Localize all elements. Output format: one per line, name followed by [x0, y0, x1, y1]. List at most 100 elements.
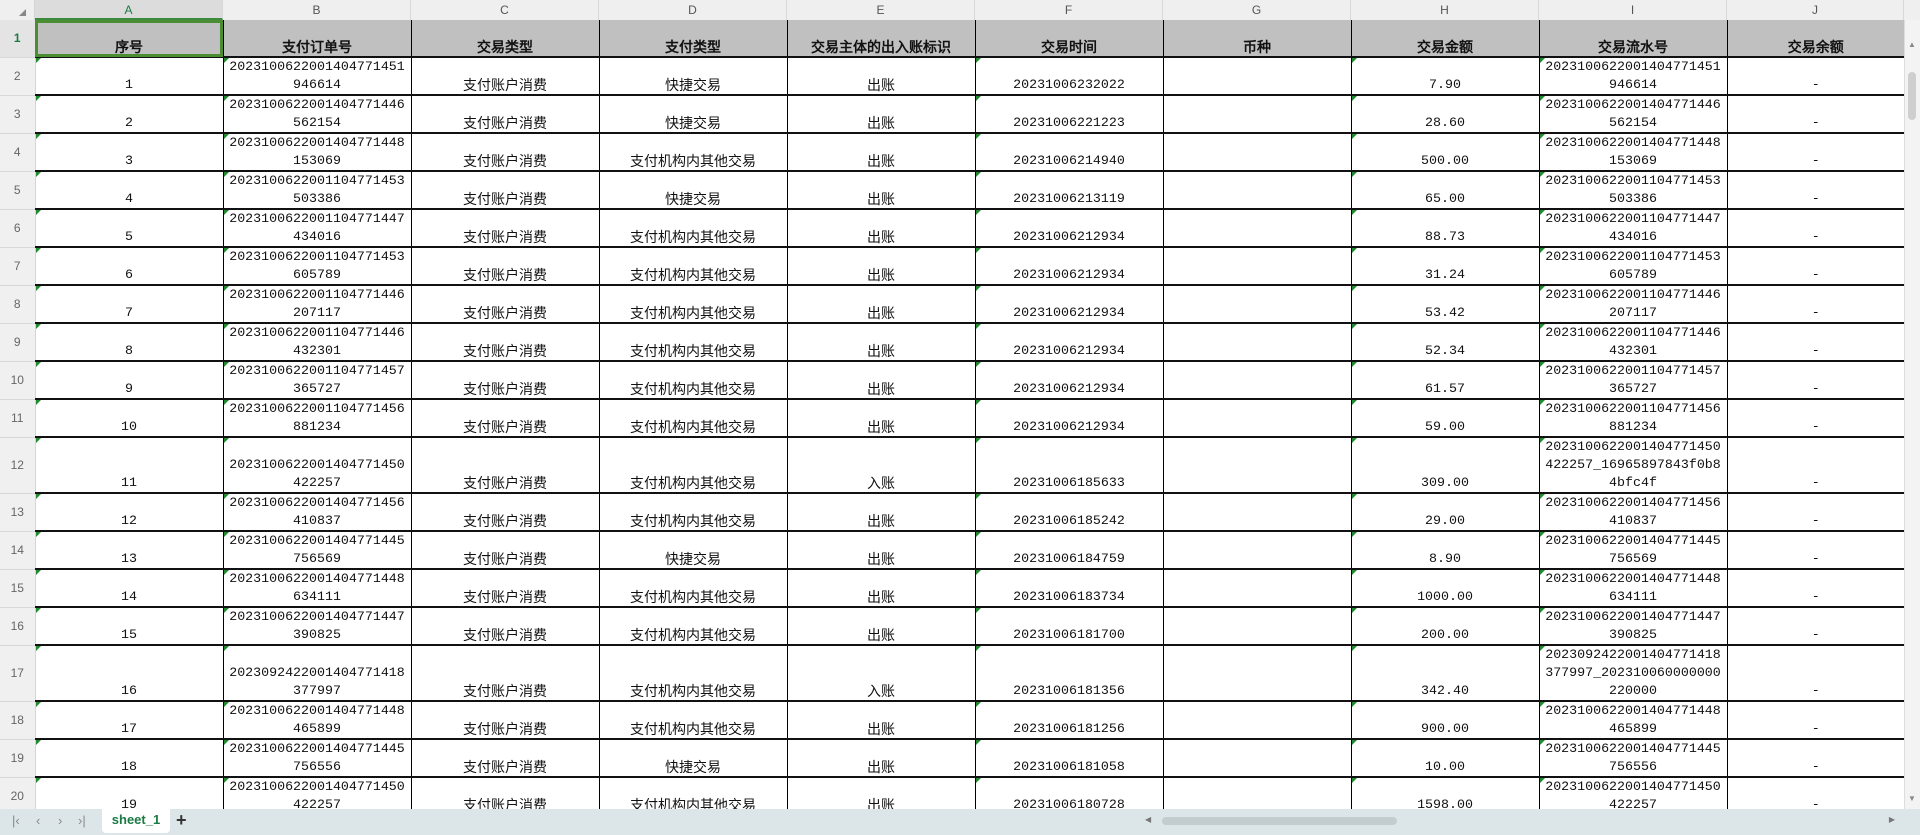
cell-order-no[interactable]: 2023100622001404771450422257	[223, 437, 412, 494]
cell-currency[interactable]	[1163, 437, 1352, 494]
cell-serial-no[interactable]: 2023100622001404771450422257	[1539, 777, 1728, 809]
cell-trade-time[interactable]: 20231006212934	[975, 285, 1164, 324]
cell-pay-type[interactable]: 快捷交易	[599, 95, 788, 134]
cell-currency[interactable]	[1163, 645, 1352, 702]
cell-balance[interactable]: -	[1727, 133, 1904, 172]
add-sheet-button[interactable]: +	[176, 810, 187, 830]
row-number[interactable]: 16	[0, 607, 36, 646]
row-number[interactable]: 15	[0, 569, 36, 608]
cell-amount[interactable]: 1598.00	[1351, 777, 1540, 809]
cell-trade-type[interactable]: 支付账户消费	[411, 701, 600, 740]
cell-trade-type[interactable]: 支付账户消费	[411, 171, 600, 210]
vertical-scroll-thumb[interactable]	[1908, 72, 1916, 120]
row-number[interactable]: 7	[0, 247, 36, 286]
cell-pay-type[interactable]: 支付机构内其他交易	[599, 437, 788, 494]
cell-currency[interactable]	[1163, 701, 1352, 740]
cell-order-no[interactable]: 2023100622001404771448634111	[223, 569, 412, 608]
cell-balance[interactable]: -	[1727, 399, 1904, 438]
cell-seq[interactable]: 10	[35, 399, 224, 438]
column-header-e[interactable]: E	[787, 0, 975, 20]
cell-in-out-flag[interactable]: 出账	[787, 569, 976, 608]
cell-trade-time[interactable]: 20231006181256	[975, 701, 1164, 740]
cell-currency[interactable]	[1163, 361, 1352, 400]
cell-balance[interactable]: -	[1727, 645, 1904, 702]
cell-serial-no[interactable]: 2023100622001404771456410837	[1539, 493, 1728, 532]
cell-amount[interactable]: 88.73	[1351, 209, 1540, 248]
cell-currency[interactable]	[1163, 493, 1352, 532]
cell-in-out-flag[interactable]: 出账	[787, 739, 976, 778]
cell-serial-no[interactable]: 2023100622001104771453605789	[1539, 247, 1728, 286]
cell-trade-time[interactable]: 20231006180728	[975, 777, 1164, 809]
cell-in-out-flag[interactable]: 出账	[787, 323, 976, 362]
cell-amount[interactable]: 31.24	[1351, 247, 1540, 286]
column-header-a[interactable]: A	[35, 0, 223, 20]
cell-serial-no[interactable]: 2023100622001404771445756569	[1539, 531, 1728, 570]
column-header-i[interactable]: I	[1539, 0, 1727, 20]
cell-seq[interactable]: 5	[35, 209, 224, 248]
cell-amount[interactable]: 500.00	[1351, 133, 1540, 172]
cell-trade-time[interactable]: 20231006181058	[975, 739, 1164, 778]
cell-pay-type[interactable]: 支付机构内其他交易	[599, 133, 788, 172]
cell-amount[interactable]: 7.90	[1351, 57, 1540, 96]
cell-currency[interactable]	[1163, 531, 1352, 570]
cell-serial-no[interactable]: 2023100622001104771446207117	[1539, 285, 1728, 324]
header-cell-amount[interactable]: 交易金额	[1351, 20, 1540, 58]
cell-pay-type[interactable]: 快捷交易	[599, 57, 788, 96]
cell-currency[interactable]	[1163, 247, 1352, 286]
cell-amount[interactable]: 65.00	[1351, 171, 1540, 210]
cell-trade-time[interactable]: 20231006212934	[975, 247, 1164, 286]
cell-trade-time[interactable]: 20231006212934	[975, 323, 1164, 362]
cell-order-no[interactable]: 2023100622001104771446432301	[223, 323, 412, 362]
first-sheet-icon[interactable]: |‹	[12, 813, 20, 828]
cell-serial-no[interactable]: 2023100622001404771448634111	[1539, 569, 1728, 608]
column-header-j[interactable]: J	[1727, 0, 1904, 20]
cell-seq[interactable]: 7	[35, 285, 224, 324]
cell-balance[interactable]: -	[1727, 95, 1904, 134]
cell-currency[interactable]	[1163, 95, 1352, 134]
cell-seq[interactable]: 9	[35, 361, 224, 400]
cell-order-no[interactable]: 2023100622001104771453605789	[223, 247, 412, 286]
cell-serial-no[interactable]: 2023100622001404771451946614	[1539, 57, 1728, 96]
cell-balance[interactable]: -	[1727, 701, 1904, 740]
cell-trade-time[interactable]: 20231006213119	[975, 171, 1164, 210]
cell-seq[interactable]: 12	[35, 493, 224, 532]
cell-serial-no[interactable]: 2023100622001404771448465899	[1539, 701, 1728, 740]
cell-serial-no[interactable]: 2023092422001404771418377997_20231006000…	[1539, 645, 1728, 702]
cell-serial-no[interactable]: 2023100622001104771453503386	[1539, 171, 1728, 210]
column-header-c[interactable]: C	[411, 0, 599, 20]
cell-seq[interactable]: 18	[35, 739, 224, 778]
header-cell-trade-time[interactable]: 交易时间	[975, 20, 1164, 58]
cell-seq[interactable]: 4	[35, 171, 224, 210]
cell-serial-no[interactable]: 2023100622001404771445756556	[1539, 739, 1728, 778]
cell-in-out-flag[interactable]: 入账	[787, 437, 976, 494]
cell-pay-type[interactable]: 支付机构内其他交易	[599, 285, 788, 324]
column-header-d[interactable]: D	[599, 0, 787, 20]
cell-trade-time[interactable]: 20231006185242	[975, 493, 1164, 532]
cell-seq[interactable]: 16	[35, 645, 224, 702]
cell-seq[interactable]: 8	[35, 323, 224, 362]
cell-amount[interactable]: 53.42	[1351, 285, 1540, 324]
cell-amount[interactable]: 59.00	[1351, 399, 1540, 438]
cell-pay-type[interactable]: 支付机构内其他交易	[599, 701, 788, 740]
cell-serial-no[interactable]: 2023100622001104771457365727	[1539, 361, 1728, 400]
cell-trade-type[interactable]: 支付账户消费	[411, 739, 600, 778]
cell-trade-time[interactable]: 20231006212934	[975, 399, 1164, 438]
cell-currency[interactable]	[1163, 323, 1352, 362]
cell-trade-time[interactable]: 20231006212934	[975, 209, 1164, 248]
cell-trade-type[interactable]: 支付账户消费	[411, 645, 600, 702]
cell-serial-no[interactable]: 2023100622001104771447434016	[1539, 209, 1728, 248]
cell-trade-type[interactable]: 支付账户消费	[411, 569, 600, 608]
header-cell-trade-type[interactable]: 交易类型	[411, 20, 600, 58]
header-cell-currency[interactable]: 币种	[1163, 20, 1352, 58]
cell-in-out-flag[interactable]: 出账	[787, 57, 976, 96]
header-cell-serial-no[interactable]: 交易流水号	[1539, 20, 1728, 58]
row-number[interactable]: 12	[0, 437, 36, 494]
cell-trade-type[interactable]: 支付账户消费	[411, 399, 600, 438]
cell-balance[interactable]: -	[1727, 171, 1904, 210]
row-number[interactable]: 9	[0, 323, 36, 362]
cell-order-no[interactable]: 2023100622001404771450422257	[223, 777, 412, 809]
last-sheet-icon[interactable]: ›|	[78, 813, 86, 828]
cell-trade-type[interactable]: 支付账户消费	[411, 361, 600, 400]
row-number[interactable]: 13	[0, 493, 36, 532]
cell-order-no[interactable]: 2023100622001404771448465899	[223, 701, 412, 740]
